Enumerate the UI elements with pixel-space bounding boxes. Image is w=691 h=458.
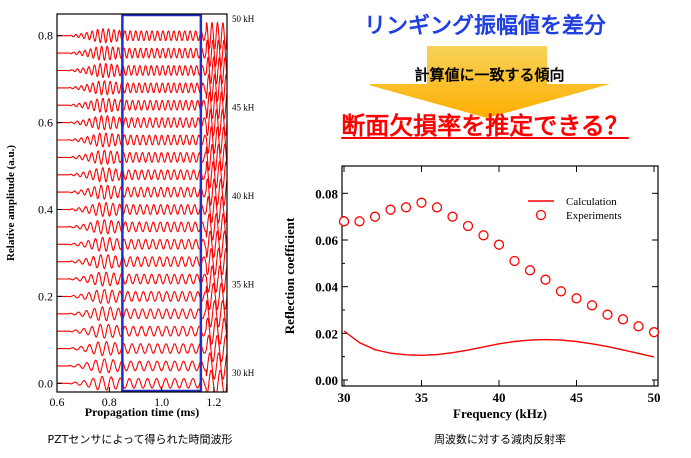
experiment-point <box>633 321 644 332</box>
x-tick-label: 50 <box>648 390 661 405</box>
frequency-label: 40 kH <box>232 191 255 201</box>
y-tick-label: 0.2 <box>38 289 53 303</box>
waveform-trace <box>57 39 227 68</box>
title-text: リンギング振幅値を差分 <box>363 14 606 39</box>
y-tick-label: 0.04 <box>315 280 338 295</box>
y-tick-label: 0.00 <box>315 373 338 388</box>
x-tick-label: 40 <box>493 390 506 405</box>
waveform-trace <box>57 143 227 172</box>
question-text: 断面欠損率を推定できる？ <box>341 112 629 140</box>
reflection-caption: 周波数に対する減肉反射率 <box>434 433 566 446</box>
waveform-trace <box>57 317 227 345</box>
y-tick-label: 0.08 <box>315 186 338 201</box>
y-tick-label: 0.0 <box>38 376 53 390</box>
x-tick-label: 0.8 <box>102 395 117 409</box>
waveform-chart: 0.0 0.2 0.4 0.6 0.8 0.6 0.8 1.0 1.2 50 kH 45 kH 4… <box>5 13 255 419</box>
experiment-point <box>602 309 613 320</box>
experiment-point <box>617 314 629 325</box>
experiment-point <box>462 220 474 232</box>
legend-calculation-label: Calculation <box>566 196 617 208</box>
waveform-trace <box>57 212 227 241</box>
waveform-trace <box>57 73 227 103</box>
x-tick-label: 30 <box>338 390 351 405</box>
waveform-trace <box>57 56 227 85</box>
y-tick-label: 0.06 <box>315 233 338 248</box>
waveform-trace <box>57 195 227 224</box>
reflection-ylabel: Reflection coefficient <box>282 217 297 334</box>
frequency-label: 30 kH <box>232 368 255 378</box>
y-tick-label: 0.02 <box>315 326 338 341</box>
waveform-trace <box>57 282 227 311</box>
x-tick-label: 1.2 <box>206 395 221 409</box>
middle-text: 計算値に一致する傾向 <box>414 66 565 84</box>
frequency-label: 45 kH <box>232 103 255 113</box>
waveform-trace <box>57 160 227 189</box>
waveform-trace <box>57 369 227 392</box>
y-tick-label: 0.6 <box>38 116 53 130</box>
experiment-point <box>354 216 365 227</box>
experiment-point <box>524 265 536 276</box>
experiment-point <box>478 230 489 241</box>
waveform-trace <box>57 299 227 328</box>
waveform-trace <box>57 334 227 363</box>
legend: Calculation Experiments <box>528 196 622 222</box>
calculation-series-line <box>343 330 655 358</box>
waveform-trace <box>57 90 227 120</box>
experiment-point <box>369 211 381 222</box>
experiment-point <box>555 286 567 297</box>
waveform-trace <box>57 21 227 51</box>
waveform-trace <box>57 352 227 380</box>
y-tick-label: 0.4 <box>38 203 53 217</box>
x-tick-label: 1.0 <box>154 395 169 409</box>
waveform-ylabel: Relative amplitude (a.u.) <box>5 145 17 261</box>
reflection-frame <box>341 165 659 387</box>
experiment-point <box>493 239 505 250</box>
experiment-point <box>431 202 443 213</box>
experiment-point <box>571 293 582 304</box>
waveform-trace <box>57 247 227 276</box>
experiment-point <box>648 327 660 338</box>
yellow-arrow <box>370 46 610 118</box>
experiment-point <box>338 216 350 227</box>
reflection-chart: 0.00 0.02 0.04 0.06 0.08 30 35 40 45 50 Calculat… <box>282 165 661 421</box>
waveform-trace <box>57 125 227 155</box>
waveform-trace <box>57 230 227 258</box>
legend-experiments-label: Experiments <box>566 210 622 222</box>
experiment-point <box>447 211 458 222</box>
x-tick-label: 35 <box>415 390 429 405</box>
experiment-point <box>509 255 520 267</box>
experiment-point <box>586 300 598 311</box>
experiment-point <box>400 202 412 213</box>
waveform-trace <box>57 108 227 137</box>
experiment-point <box>416 197 427 208</box>
legend-circle-marker <box>535 209 547 221</box>
waveform-trace <box>57 264 227 293</box>
frequency-label: 50 kH <box>232 14 255 24</box>
waveform-frame <box>56 13 228 393</box>
waveform-caption: PZTセンサによって得られた時間波形 <box>47 433 233 446</box>
x-tick-label: 45 <box>570 390 584 405</box>
experiment-point <box>540 274 551 285</box>
y-tick-label: 0.8 <box>38 29 53 43</box>
frequency-label: 35 kH <box>232 280 255 290</box>
waveform-trace <box>57 177 227 207</box>
experiment-point <box>385 204 396 215</box>
reflection-xlabel: Frequency (kHz) <box>453 406 547 421</box>
x-tick-label: 0.6 <box>50 395 65 409</box>
waveform-xlabel: Propagation time (ms) <box>85 405 199 419</box>
